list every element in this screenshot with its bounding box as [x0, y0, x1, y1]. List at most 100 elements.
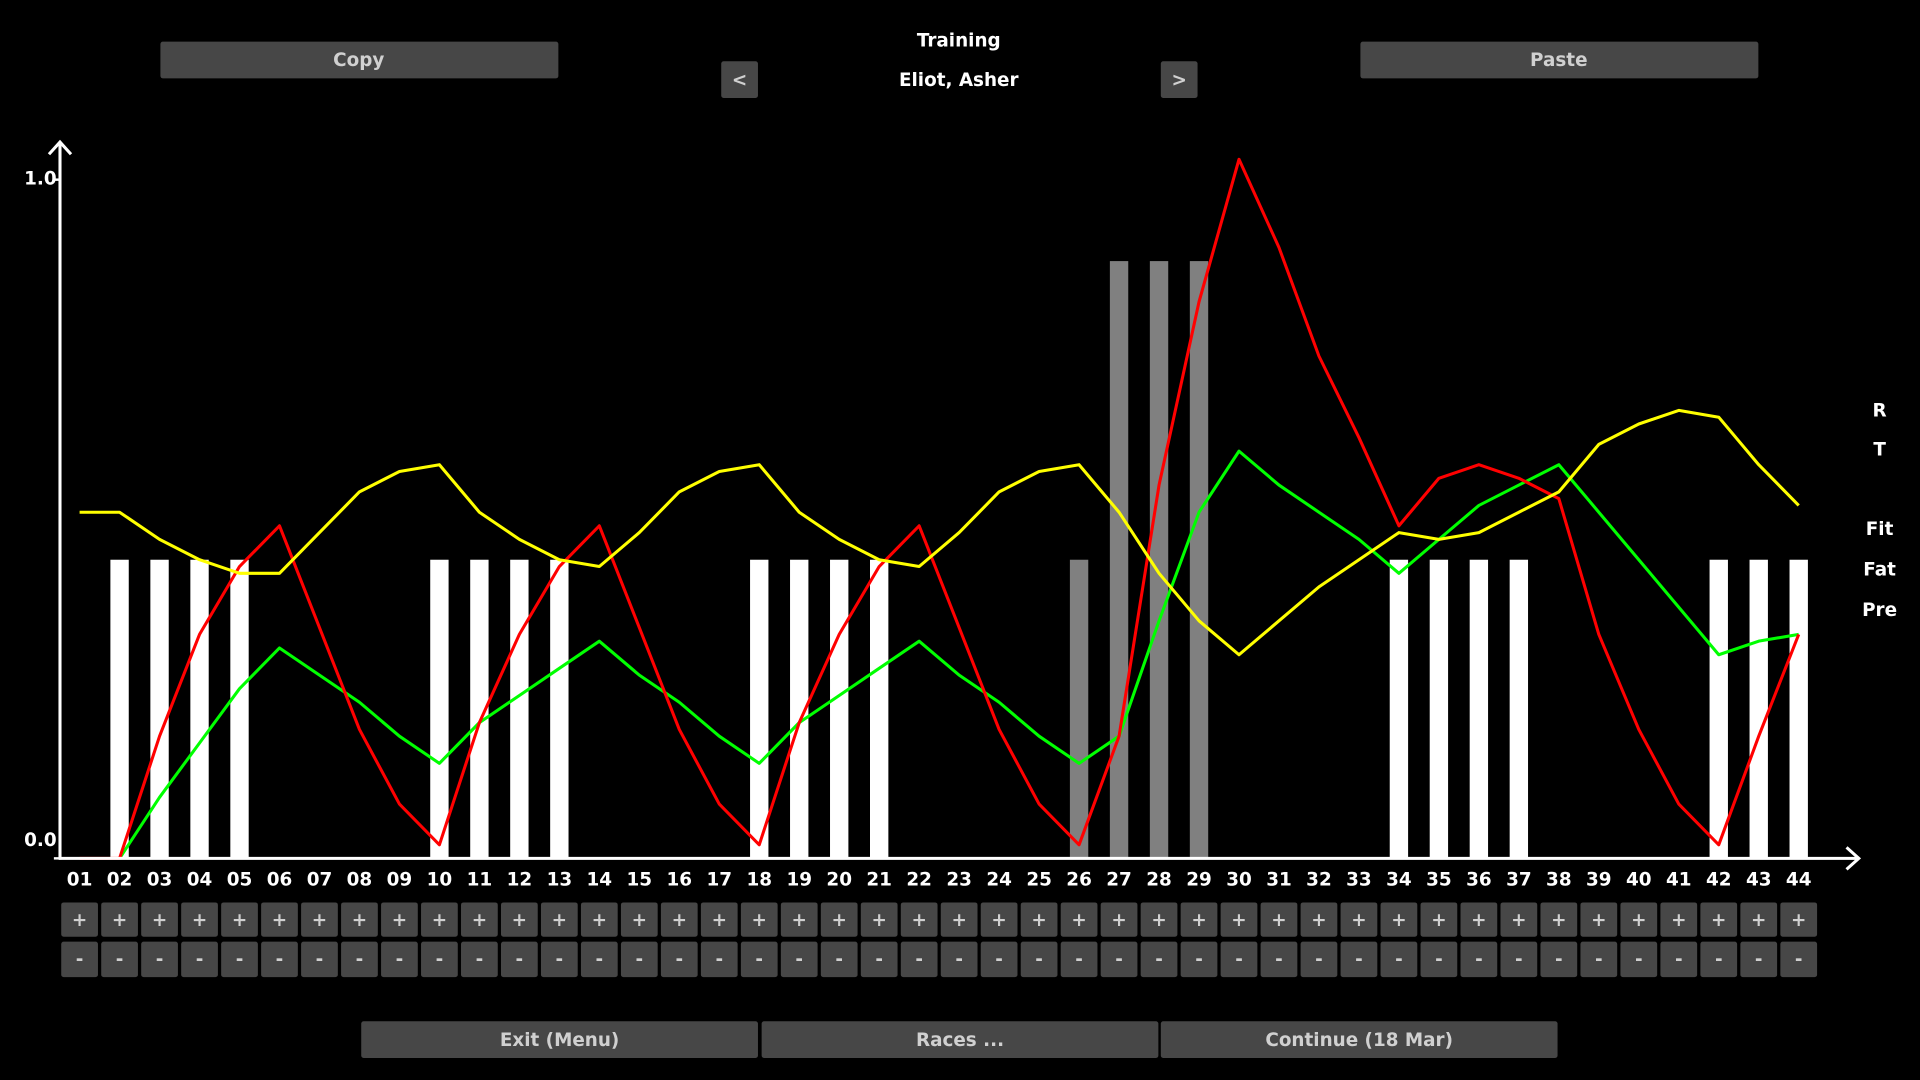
plus-button[interactable]: +: [221, 902, 258, 937]
plus-button[interactable]: +: [1740, 902, 1778, 937]
plus-button[interactable]: +: [1780, 902, 1818, 937]
continue-button[interactable]: Continue (18 Mar): [1160, 1021, 1558, 1058]
plus-button[interactable]: +: [620, 902, 658, 937]
minus-button[interactable]: -: [620, 941, 658, 978]
plus-button[interactable]: +: [461, 902, 498, 937]
plus-button[interactable]: +: [1700, 902, 1738, 937]
minus-button[interactable]: -: [660, 941, 698, 978]
plus-button[interactable]: +: [261, 902, 298, 937]
plus-button[interactable]: +: [1100, 902, 1138, 937]
prev-button[interactable]: <: [721, 61, 758, 98]
plus-button[interactable]: +: [540, 902, 578, 937]
plus-button[interactable]: +: [341, 902, 378, 937]
plus-button[interactable]: +: [1460, 902, 1498, 937]
minus-button[interactable]: -: [1540, 941, 1578, 978]
minus-button[interactable]: -: [1340, 941, 1378, 978]
minus-button[interactable]: -: [540, 941, 578, 978]
minus-button[interactable]: -: [1180, 941, 1218, 978]
minus-button[interactable]: -: [1580, 941, 1618, 978]
minus-button[interactable]: -: [421, 941, 458, 978]
minus-button[interactable]: -: [1020, 941, 1058, 978]
minus-button[interactable]: -: [1060, 941, 1098, 978]
plus-button[interactable]: +: [1300, 902, 1338, 937]
minus-button[interactable]: -: [700, 941, 738, 978]
plus-button[interactable]: +: [580, 902, 618, 937]
plus-button[interactable]: +: [1260, 902, 1298, 937]
minus-button[interactable]: -: [980, 941, 1018, 978]
plus-button[interactable]: +: [900, 902, 938, 937]
plus-button[interactable]: +: [980, 902, 1018, 937]
minus-button[interactable]: -: [181, 941, 218, 978]
minus-button[interactable]: -: [860, 941, 898, 978]
minus-button[interactable]: -: [381, 941, 418, 978]
minus-button[interactable]: -: [1140, 941, 1178, 978]
minus-button[interactable]: -: [341, 941, 378, 978]
plus-button[interactable]: +: [1660, 902, 1698, 937]
minus-button[interactable]: -: [900, 941, 938, 978]
plus-button[interactable]: +: [1060, 902, 1098, 937]
plus-button[interactable]: +: [1620, 902, 1658, 937]
minus-button[interactable]: -: [1260, 941, 1298, 978]
paste-button[interactable]: Paste: [1360, 41, 1759, 79]
plus-button[interactable]: +: [101, 902, 138, 937]
minus-button[interactable]: -: [1100, 941, 1138, 978]
plus-button[interactable]: +: [421, 902, 458, 937]
plus-button[interactable]: +: [1500, 902, 1538, 937]
minus-button[interactable]: -: [740, 941, 778, 978]
plus-button[interactable]: +: [501, 902, 538, 937]
plus-button[interactable]: +: [660, 902, 698, 937]
plus-button[interactable]: +: [860, 902, 898, 937]
exit-button[interactable]: Exit (Menu): [361, 1021, 758, 1058]
minus-button[interactable]: -: [1620, 941, 1658, 978]
plus-button[interactable]: +: [1420, 902, 1458, 937]
minus-button[interactable]: -: [1660, 941, 1698, 978]
minus-button[interactable]: -: [101, 941, 138, 978]
minus-button[interactable]: -: [1700, 941, 1738, 978]
minus-button[interactable]: -: [780, 941, 818, 978]
x-tick-label: 40: [1626, 869, 1652, 890]
plus-button[interactable]: +: [700, 902, 738, 937]
plus-button[interactable]: +: [940, 902, 978, 937]
plus-button[interactable]: +: [1580, 902, 1618, 937]
races-button[interactable]: Races ...: [761, 1021, 1159, 1058]
plus-button[interactable]: +: [1380, 902, 1418, 937]
plus-button[interactable]: +: [1340, 902, 1378, 937]
minus-button[interactable]: -: [301, 941, 338, 978]
minus-button[interactable]: -: [1460, 941, 1498, 978]
plus-button[interactable]: +: [1540, 902, 1578, 937]
minus-button[interactable]: -: [1500, 941, 1538, 978]
minus-button[interactable]: -: [1380, 941, 1418, 978]
minus-button[interactable]: -: [501, 941, 538, 978]
plus-button[interactable]: +: [141, 902, 178, 937]
minus-button[interactable]: -: [221, 941, 258, 978]
minus-button[interactable]: -: [580, 941, 618, 978]
copy-button[interactable]: Copy: [160, 41, 559, 79]
minus-button[interactable]: -: [820, 941, 858, 978]
plus-label: +: [1311, 910, 1326, 931]
next-button[interactable]: >: [1160, 61, 1198, 98]
minus-button[interactable]: -: [461, 941, 498, 978]
plus-button[interactable]: +: [301, 902, 338, 937]
plus-button[interactable]: +: [780, 902, 818, 937]
minus-button[interactable]: -: [940, 941, 978, 978]
plus-button[interactable]: +: [1220, 902, 1258, 937]
minus-button[interactable]: -: [61, 941, 98, 978]
minus-button[interactable]: -: [1220, 941, 1258, 978]
minus-button[interactable]: -: [261, 941, 298, 978]
plus-button[interactable]: +: [381, 902, 418, 937]
minus-button[interactable]: -: [141, 941, 178, 978]
plus-button[interactable]: +: [1020, 902, 1058, 937]
minus-button[interactable]: -: [1780, 941, 1818, 978]
minus-button[interactable]: -: [1300, 941, 1338, 978]
plus-label: +: [1791, 910, 1806, 931]
x-tick-label: 17: [706, 869, 732, 890]
plus-button[interactable]: +: [1140, 902, 1178, 937]
plus-button[interactable]: +: [1180, 902, 1218, 937]
plus-button[interactable]: +: [61, 902, 98, 937]
minus-button[interactable]: -: [1420, 941, 1458, 978]
plus-button[interactable]: +: [820, 902, 858, 937]
plus-button[interactable]: +: [181, 902, 218, 937]
plus-button[interactable]: +: [740, 902, 778, 937]
minus-button[interactable]: -: [1740, 941, 1778, 978]
minus-label: -: [915, 949, 923, 970]
